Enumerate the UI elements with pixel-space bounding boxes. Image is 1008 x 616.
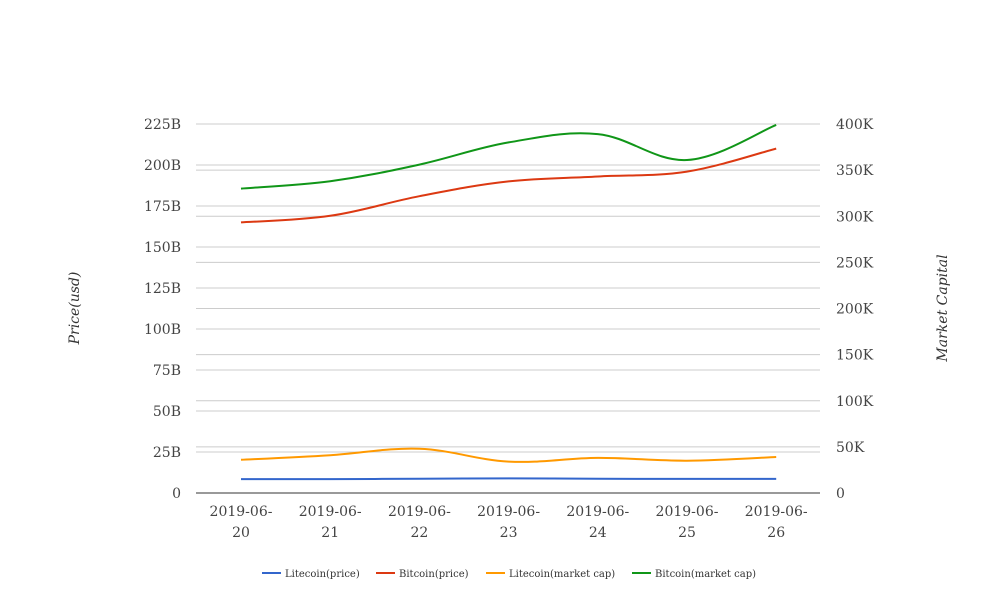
y-tick-label: 150B bbox=[144, 240, 181, 256]
x-tick-label-part: 24 bbox=[589, 525, 607, 541]
y2-tick-label: 0 bbox=[836, 486, 845, 502]
x-tick-label-part: 2019-06- bbox=[477, 504, 540, 520]
legend-label-bitcoin-price: Bitcoin(price) bbox=[399, 569, 469, 580]
x-tick-label-part: 20 bbox=[232, 525, 250, 541]
y2-tick-label: 400K bbox=[836, 117, 874, 133]
series-line-litecoin-market-cap bbox=[240, 447, 777, 463]
x-tick-label: 2019-06- 26 bbox=[745, 504, 808, 541]
x-tick-label-part: 25 bbox=[678, 525, 696, 541]
x-tick-label-part: 2019-06- bbox=[745, 504, 808, 520]
gridlines bbox=[196, 123, 820, 453]
y-axis-title: Price(usd) bbox=[67, 272, 83, 346]
y-tick-label: 200B bbox=[144, 158, 181, 174]
y-tick-label: 25B bbox=[153, 445, 181, 461]
y2-tick-label: 250K bbox=[836, 255, 874, 271]
legend: Litecoin(price) Bitcoin(price) Litecoin(ma… bbox=[262, 569, 756, 580]
right-axis-ticks: 0 50K 100K 150K 200K 250K 300K 350K 400K bbox=[836, 117, 874, 502]
y2-tick-label: 150K bbox=[836, 348, 874, 364]
x-tick-label-part: 22 bbox=[410, 525, 428, 541]
series-line-bitcoin-market-cap bbox=[240, 123, 777, 190]
series-line-litecoin-price bbox=[241, 477, 777, 481]
series-lines bbox=[240, 123, 777, 481]
y-tick-label: 175B bbox=[144, 199, 181, 215]
x-tick-label-part: 21 bbox=[321, 525, 339, 541]
y-tick-label: 50B bbox=[153, 404, 181, 420]
left-axis-ticks: 0 25B 50B 75B 100B 125B 150B 175B 200B 225B bbox=[144, 117, 181, 502]
x-tick-label-part: 2019-06- bbox=[299, 504, 362, 520]
x-tick-label-part: 23 bbox=[500, 525, 518, 541]
x-tick-label: 2019-06- 21 bbox=[299, 504, 362, 541]
y2-tick-label: 300K bbox=[836, 209, 874, 225]
x-tick-label-part: 2019-06- bbox=[656, 504, 719, 520]
x-tick-label-part: 26 bbox=[767, 525, 785, 541]
y2-tick-label: 50K bbox=[836, 440, 865, 456]
y-tick-label: 125B bbox=[144, 281, 181, 297]
legend-label-bitcoin-market-cap: Bitcoin(market cap) bbox=[655, 569, 756, 580]
y2-tick-label: 100K bbox=[836, 394, 874, 410]
x-tick-label: 2019-06- 23 bbox=[477, 504, 540, 541]
legend-label-litecoin-price: Litecoin(price) bbox=[285, 569, 360, 580]
x-tick-label: 2019-06- 24 bbox=[566, 504, 629, 541]
y-tick-label: 225B bbox=[144, 117, 181, 133]
x-tick-label: 2019-06- 20 bbox=[210, 504, 273, 541]
x-tick-label-part: 2019-06- bbox=[566, 504, 629, 520]
y-tick-label: 75B bbox=[153, 363, 181, 379]
y2-tick-label: 200K bbox=[836, 302, 874, 318]
y2-axis-title: Market Capital bbox=[935, 254, 951, 362]
y-tick-label: 0 bbox=[172, 486, 181, 502]
x-tick-label: 2019-06- 25 bbox=[656, 504, 719, 541]
x-tick-label-part: 2019-06- bbox=[210, 504, 273, 520]
y-tick-label: 100B bbox=[144, 322, 181, 338]
x-axis-ticks: 2019-06- 20 2019-06- 21 2019-06- 22 2019-06- 23… bbox=[210, 504, 808, 541]
legend-label-litecoin-market-cap: Litecoin(market cap) bbox=[509, 569, 615, 580]
y2-tick-label: 350K bbox=[836, 163, 874, 179]
x-tick-label-part: 2019-06- bbox=[388, 504, 451, 520]
x-tick-label: 2019-06- 22 bbox=[388, 504, 451, 541]
series-line-bitcoin-price bbox=[240, 147, 777, 224]
